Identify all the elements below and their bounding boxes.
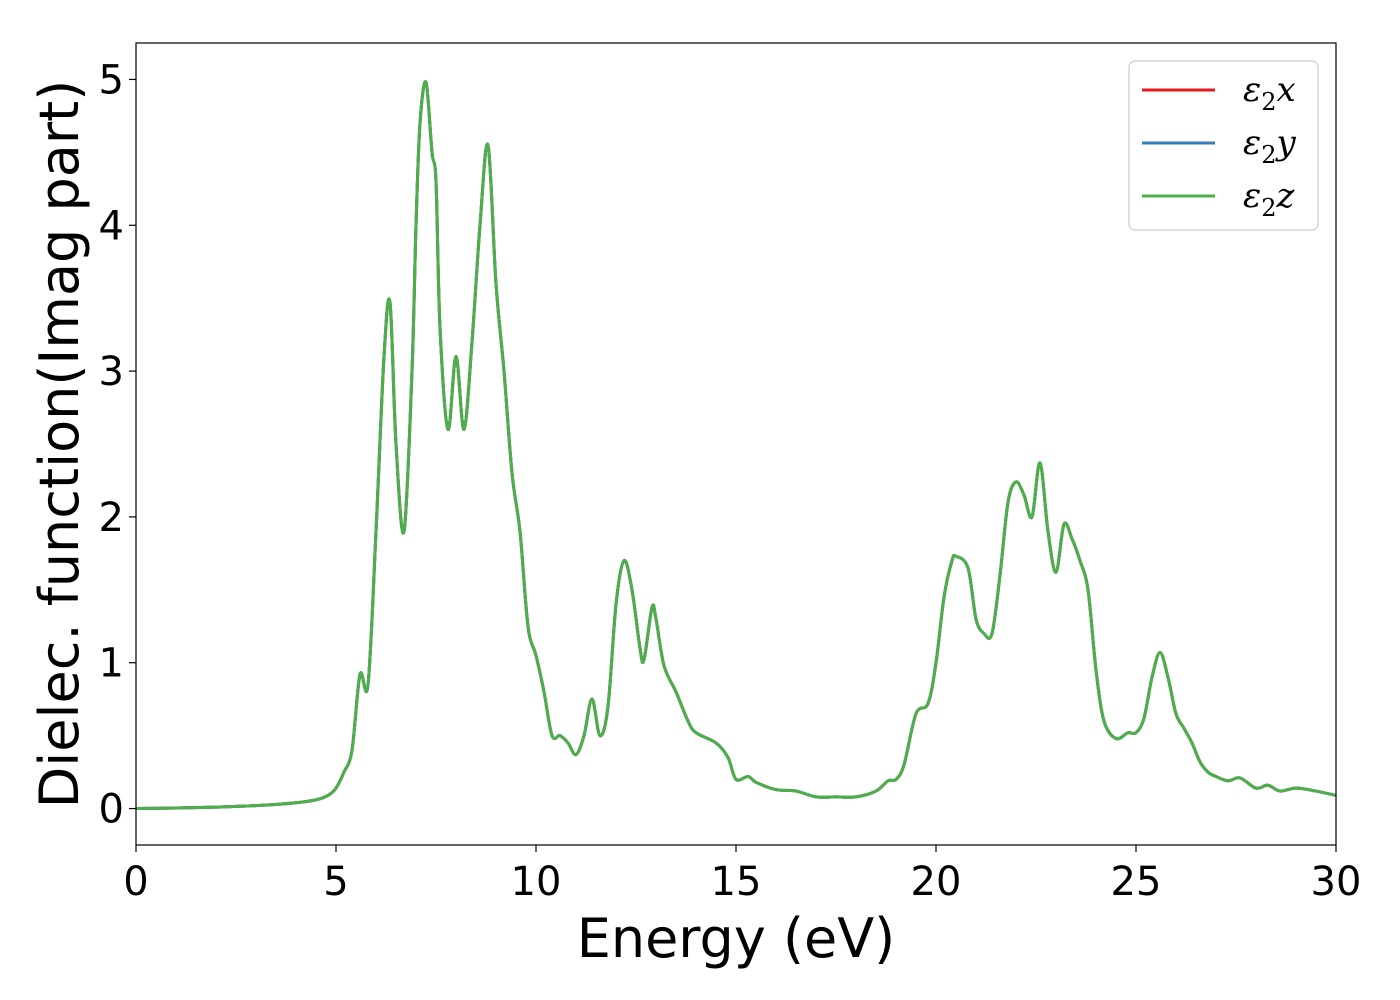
series-line-z [136,80,1336,811]
y-axis-label: Dielec. function(Imag part) [28,80,91,809]
y-axis-ticks: 0 1 2 3 4 5 [99,57,136,833]
legend: ε2x ε2y ε2z [1128,60,1319,231]
y-tick-label: 4 [99,203,124,249]
y-tick-label: 2 [99,495,124,541]
x-tick-label: 15 [711,859,762,905]
y-tick-label: 5 [99,57,124,103]
legend-box [1128,60,1319,231]
y-tick-label: 0 [99,787,124,833]
x-tick-label: 10 [511,859,562,905]
x-axis-label: Energy (eV) [577,907,896,970]
series-layer [136,80,1336,811]
legend-label: ε2y [1243,123,1297,169]
x-tick-label: 5 [323,859,348,905]
y-tick-label: 3 [99,349,124,395]
x-tick-label: 30 [1311,859,1362,905]
x-tick-label: 20 [911,859,962,905]
x-axis-ticks: 0 5 10 15 20 25 30 [123,845,1361,905]
x-tick-label: 25 [1111,859,1162,905]
legend-label: ε2x [1243,70,1296,116]
legend-label: ε2z [1243,176,1296,222]
x-tick-label: 0 [123,859,148,905]
y-tick-label: 1 [99,641,124,687]
